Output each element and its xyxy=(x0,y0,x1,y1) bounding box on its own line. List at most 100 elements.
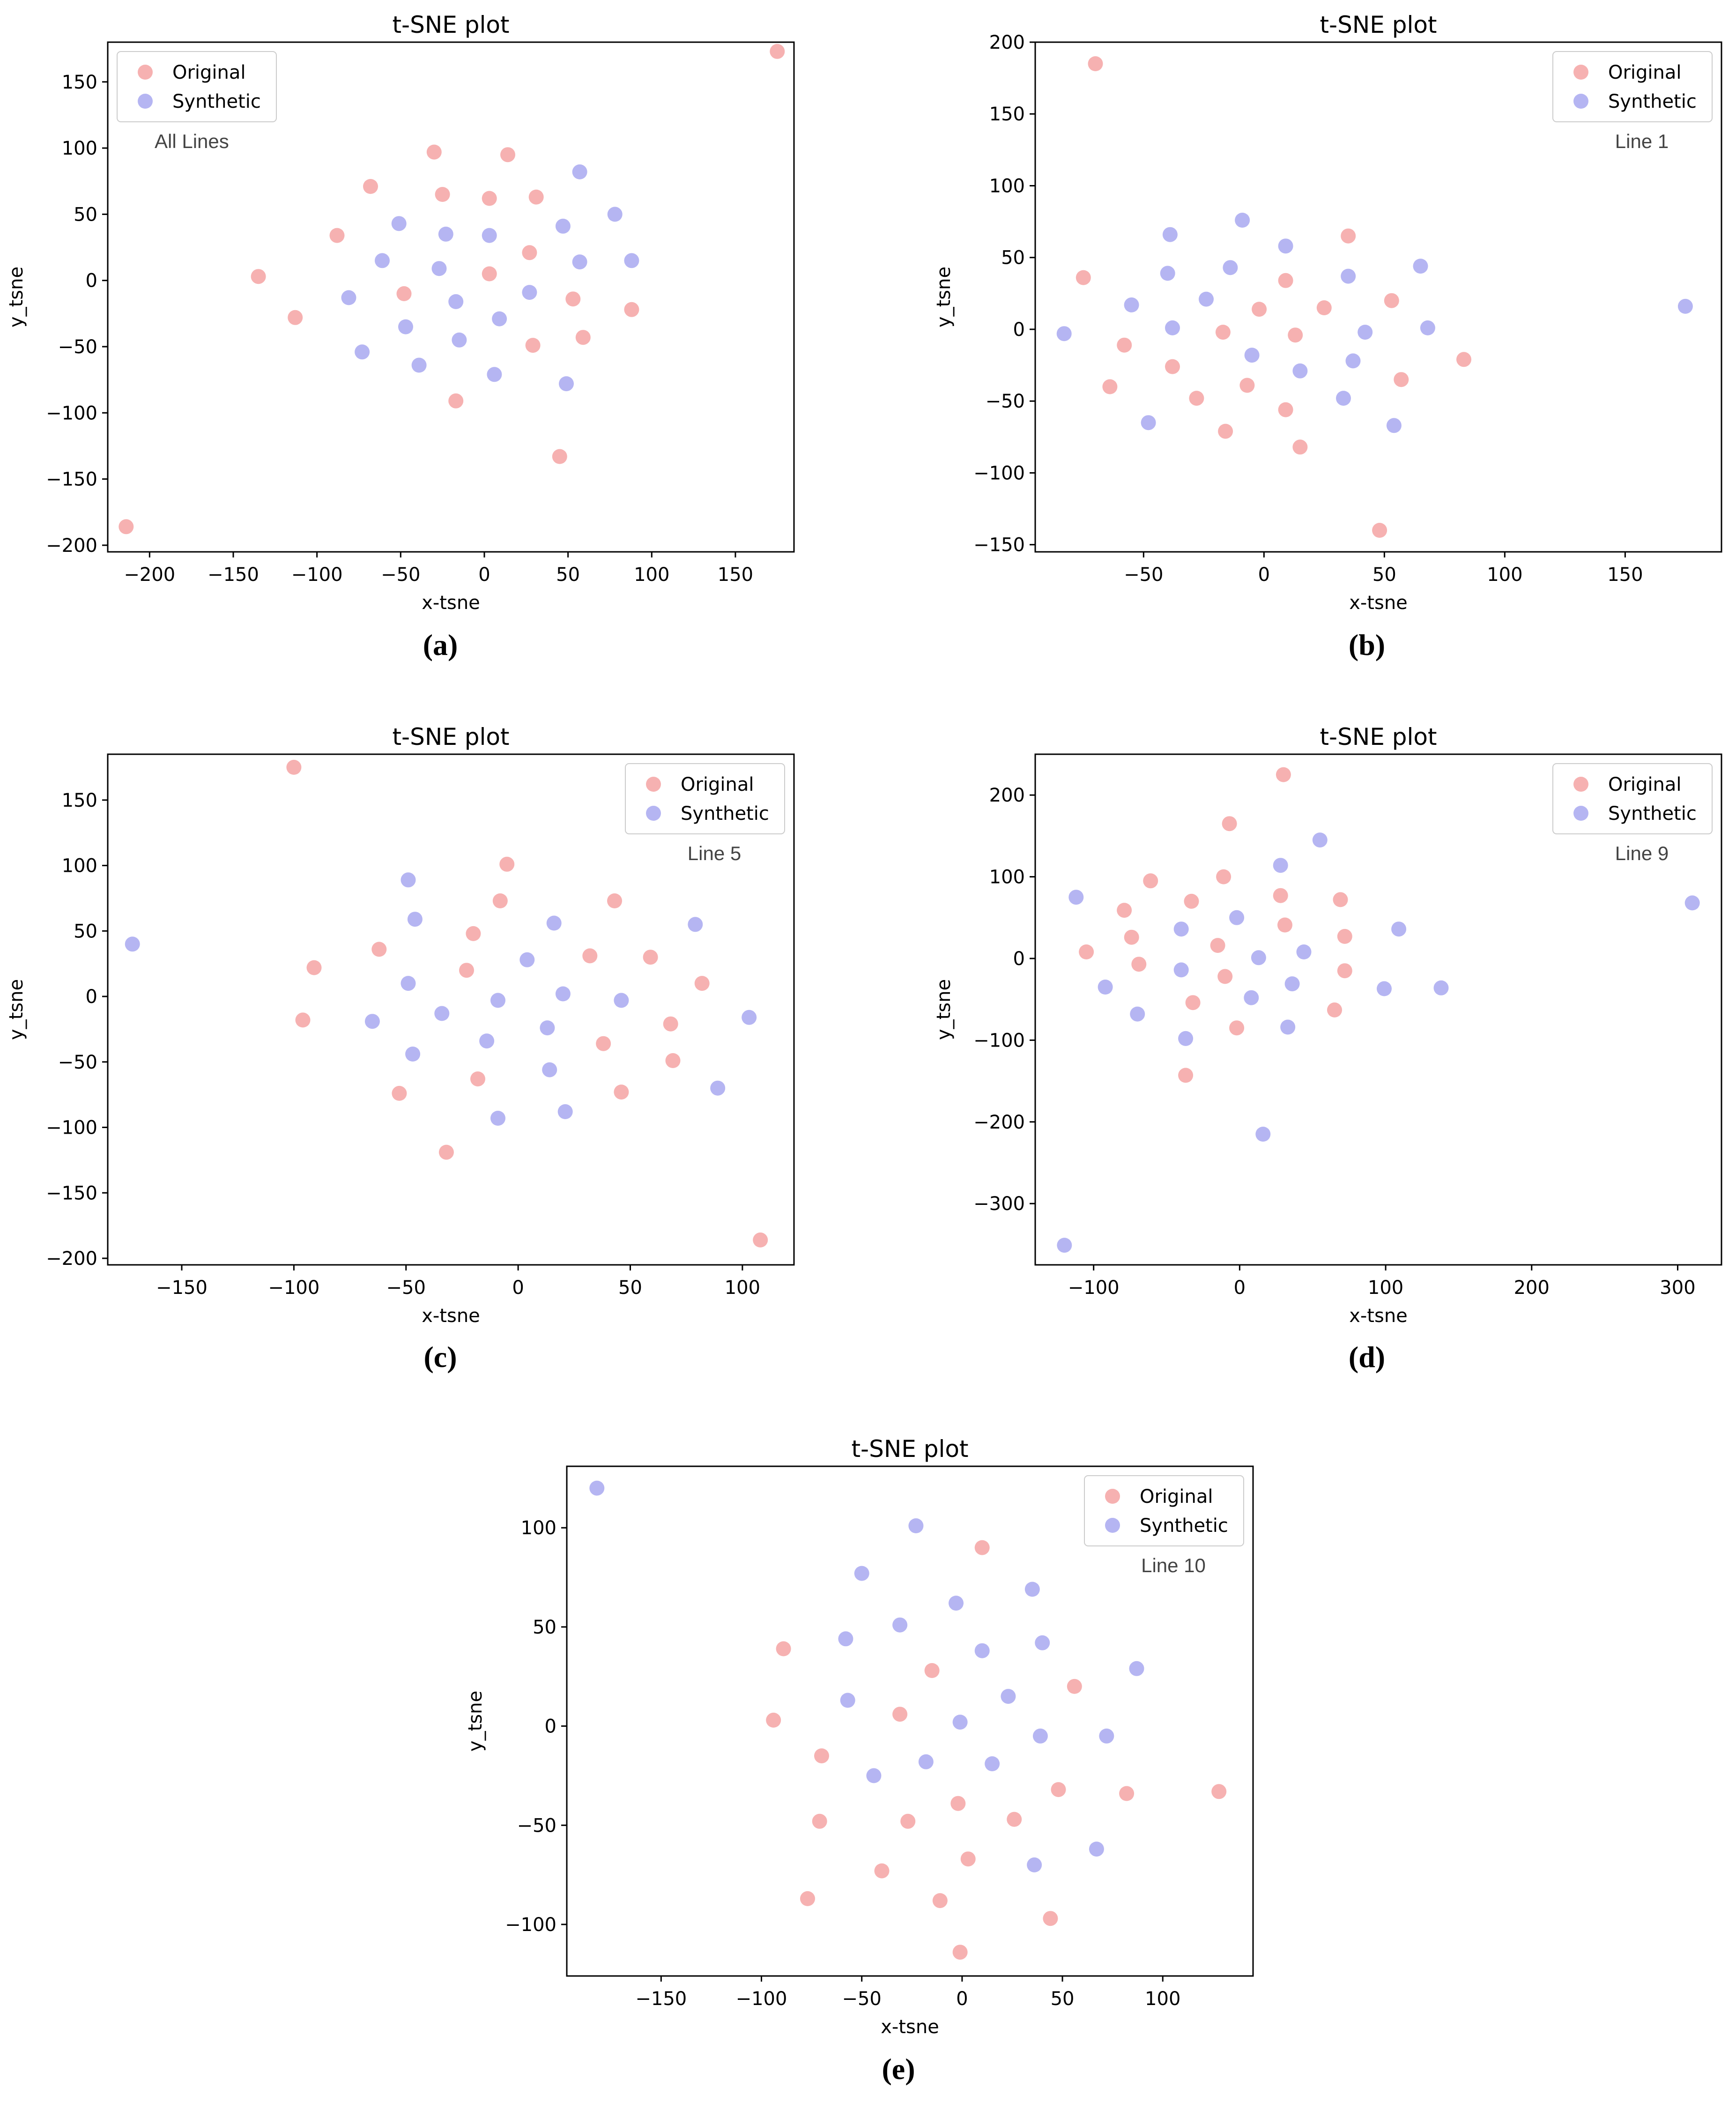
point-original-11 xyxy=(295,1012,311,1028)
point-synthetic-9 xyxy=(614,993,629,1008)
x-tick-label: 0 xyxy=(1258,564,1270,586)
legend-label-original: Original xyxy=(1608,62,1682,83)
point-synthetic-14 xyxy=(479,1033,495,1049)
legend-marker-original xyxy=(138,65,153,80)
annotation-label: All Lines xyxy=(155,130,229,152)
legend: Original Synthetic xyxy=(625,763,785,834)
chart-title: t-SNE plot xyxy=(851,1435,968,1463)
legend-marker-original xyxy=(1573,65,1588,80)
point-original-8 xyxy=(306,960,322,975)
caption-e: (e) xyxy=(882,2052,915,2086)
legend-marker-original xyxy=(1573,777,1588,792)
point-original-6 xyxy=(528,189,544,205)
point-original-8 xyxy=(522,245,537,260)
point-synthetic-18 xyxy=(1027,1857,1042,1872)
plot-frame xyxy=(107,753,795,1266)
point-synthetic-6 xyxy=(1296,944,1312,959)
y-tick-label: 150 xyxy=(62,72,97,93)
point-original-9 xyxy=(1211,1784,1227,1799)
x-tick-label: 50 xyxy=(618,1277,642,1299)
legend-marker-synthetic xyxy=(1573,94,1588,109)
point-original-3 xyxy=(1067,1679,1082,1694)
x-tick-label: −200 xyxy=(124,564,175,586)
point-original-19 xyxy=(1178,1068,1194,1083)
y-tick-label: −150 xyxy=(46,469,97,490)
point-original-10 xyxy=(1165,359,1180,374)
legend: Original Synthetic xyxy=(1552,51,1713,122)
y-tick-label: −200 xyxy=(46,535,97,557)
x-tick-label: −150 xyxy=(156,1277,208,1299)
x-tick-label: 0 xyxy=(956,1988,968,2010)
y-tick-label: −300 xyxy=(973,1193,1025,1215)
y-axis-label: y_tsne xyxy=(465,1691,486,1752)
point-original-1 xyxy=(1222,816,1237,832)
legend: Original Synthetic xyxy=(1084,1475,1244,1546)
chart-title: t-SNE plot xyxy=(1320,11,1437,38)
point-synthetic-12 xyxy=(1433,980,1449,995)
point-original-0 xyxy=(974,1540,990,1555)
point-synthetic-5 xyxy=(1391,921,1407,937)
point-original-17 xyxy=(1229,1020,1245,1036)
point-synthetic-5 xyxy=(555,218,571,234)
legend-box xyxy=(117,51,277,122)
point-original-3 xyxy=(363,179,378,194)
point-synthetic-14 xyxy=(1244,348,1260,363)
point-synthetic-9 xyxy=(1129,1661,1144,1676)
point-synthetic-13 xyxy=(1420,320,1435,335)
y-tick-label: −50 xyxy=(58,1052,97,1073)
x-tick-label: −100 xyxy=(736,1988,787,2010)
point-synthetic-5 xyxy=(1160,266,1175,281)
point-synthetic-16 xyxy=(1280,1019,1296,1035)
point-original-12 xyxy=(565,291,581,307)
y-tick-label: −100 xyxy=(46,1117,97,1139)
point-original-13 xyxy=(596,1036,611,1051)
point-original-2 xyxy=(1076,270,1091,285)
y-tick-label: −150 xyxy=(973,535,1025,556)
point-synthetic-18 xyxy=(490,1111,505,1126)
point-synthetic-0 xyxy=(589,1480,605,1496)
point-synthetic-1 xyxy=(607,207,623,222)
point-synthetic-14 xyxy=(492,311,507,327)
point-original-1 xyxy=(426,144,442,160)
point-original-13 xyxy=(624,302,639,317)
x-axis-label: x-tsne xyxy=(422,592,480,614)
point-synthetic-8 xyxy=(1035,1635,1050,1650)
chart-title: t-SNE plot xyxy=(1320,723,1437,750)
plot-frame xyxy=(107,41,795,553)
point-synthetic-11 xyxy=(1001,1689,1016,1704)
y-tick-label: −150 xyxy=(46,1182,97,1204)
point-synthetic-0 xyxy=(401,872,416,888)
point-synthetic-15 xyxy=(1178,1031,1194,1046)
point-original-13 xyxy=(1102,379,1118,394)
x-tick-label: 0 xyxy=(1234,1277,1246,1299)
y-tick-label: −100 xyxy=(505,1914,556,1936)
point-original-18 xyxy=(1292,439,1308,455)
point-synthetic-19 xyxy=(559,376,574,392)
point-original-5 xyxy=(1252,302,1267,317)
point-synthetic-5 xyxy=(892,1617,908,1633)
point-original-4 xyxy=(1384,293,1399,308)
point-synthetic-5 xyxy=(519,952,535,967)
legend-box xyxy=(625,763,785,834)
y-tick-label: −50 xyxy=(517,1815,556,1836)
point-synthetic-4 xyxy=(125,936,140,952)
point-original-10 xyxy=(1337,928,1352,944)
y-tick-label: −200 xyxy=(973,1112,1025,1133)
point-original-12 xyxy=(900,1813,916,1829)
point-original-7 xyxy=(1117,903,1132,918)
point-synthetic-11 xyxy=(1377,981,1392,996)
x-tick-label: 50 xyxy=(1051,1988,1075,2010)
point-synthetic-3 xyxy=(1024,1582,1040,1597)
point-original-9 xyxy=(459,963,474,978)
y-tick-label: 0 xyxy=(86,270,97,292)
x-tick-label: 100 xyxy=(1145,1988,1180,2010)
x-tick-label: 50 xyxy=(1372,564,1396,586)
point-original-2 xyxy=(1216,869,1232,884)
point-synthetic-12 xyxy=(952,1715,968,1730)
point-synthetic-0 xyxy=(1235,213,1250,228)
caption-b: (b) xyxy=(1348,628,1386,661)
point-original-17 xyxy=(932,1893,948,1909)
point-synthetic-9 xyxy=(1098,980,1113,995)
point-original-7 xyxy=(1215,325,1231,340)
point-original-19 xyxy=(1372,523,1387,538)
